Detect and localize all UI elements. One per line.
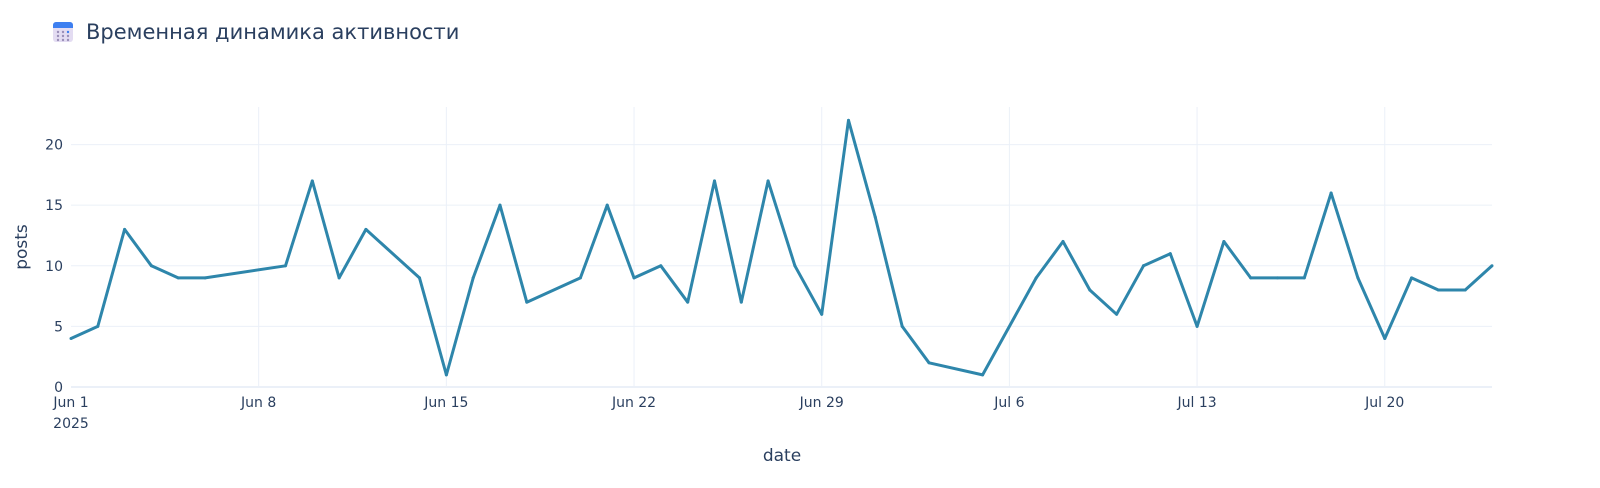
x-tick-label: Jul 6 bbox=[993, 395, 1024, 411]
data-point bbox=[176, 276, 180, 280]
data-point bbox=[203, 276, 207, 280]
data-point bbox=[1463, 288, 1467, 292]
data-point bbox=[659, 264, 663, 268]
data-point bbox=[283, 264, 287, 268]
data-point bbox=[1383, 337, 1387, 341]
chart-title-text: Временная динамика активности bbox=[86, 20, 460, 44]
x-tick-label: Jun 15 bbox=[423, 395, 468, 411]
x-tick-label: Jul 13 bbox=[1176, 395, 1216, 411]
data-point bbox=[900, 324, 904, 328]
data-point bbox=[578, 276, 582, 280]
data-point bbox=[1141, 264, 1145, 268]
x-tick-label: Jun 22 bbox=[611, 395, 656, 411]
data-point bbox=[739, 300, 743, 304]
data-point bbox=[1168, 252, 1172, 256]
data-point bbox=[1088, 288, 1092, 292]
data-point bbox=[981, 373, 985, 377]
data-point bbox=[1249, 276, 1253, 280]
data-point bbox=[873, 215, 877, 219]
x-tick-label: Jul 20 bbox=[1364, 395, 1404, 411]
data-points bbox=[69, 118, 1494, 377]
data-point bbox=[1302, 276, 1306, 280]
calendar-icon bbox=[53, 22, 73, 42]
data-point bbox=[123, 227, 127, 231]
data-point bbox=[820, 312, 824, 316]
data-point bbox=[686, 300, 690, 304]
data-point bbox=[149, 264, 153, 268]
y-tick-label: 5 bbox=[54, 319, 63, 335]
data-point bbox=[1490, 264, 1494, 268]
data-point bbox=[1115, 312, 1119, 316]
data-point bbox=[444, 373, 448, 377]
y-tick-label: 0 bbox=[54, 380, 63, 396]
data-point bbox=[364, 227, 368, 231]
x-tick-label: Jun 29 bbox=[799, 395, 844, 411]
y-tick-label: 10 bbox=[45, 259, 63, 275]
data-point bbox=[310, 179, 314, 183]
chart-title: Временная динамика активности bbox=[52, 20, 459, 44]
data-point bbox=[1222, 240, 1226, 244]
data-point bbox=[418, 276, 422, 280]
x-tick-label: Jun 8 bbox=[240, 395, 276, 411]
y-tick-label: 20 bbox=[45, 138, 63, 154]
data-point bbox=[1276, 276, 1280, 280]
data-point bbox=[337, 276, 341, 280]
x-tick-label: Jun 1 bbox=[52, 395, 88, 411]
data-point bbox=[1356, 276, 1360, 280]
data-point bbox=[1034, 276, 1038, 280]
data-point bbox=[96, 324, 100, 328]
data-point bbox=[1436, 288, 1440, 292]
x-tick-sublabel: 2025 bbox=[53, 416, 89, 432]
data-point bbox=[1410, 276, 1414, 280]
data-point bbox=[498, 203, 502, 207]
data-point bbox=[1329, 191, 1333, 195]
data-point bbox=[1061, 240, 1065, 244]
data-point bbox=[927, 361, 931, 365]
data-point bbox=[712, 179, 716, 183]
data-point bbox=[632, 276, 636, 280]
data-point bbox=[471, 276, 475, 280]
data-point bbox=[847, 118, 851, 122]
y-axis-label: posts bbox=[12, 224, 32, 270]
x-axis-label: date bbox=[763, 446, 801, 466]
series-line-posts bbox=[70, 118, 1494, 377]
data-point bbox=[766, 179, 770, 183]
data-point bbox=[525, 300, 529, 304]
data-point bbox=[1195, 324, 1199, 328]
data-point bbox=[69, 337, 73, 341]
data-point bbox=[605, 203, 609, 207]
y-tick-label: 15 bbox=[45, 198, 63, 214]
data-point bbox=[793, 264, 797, 268]
